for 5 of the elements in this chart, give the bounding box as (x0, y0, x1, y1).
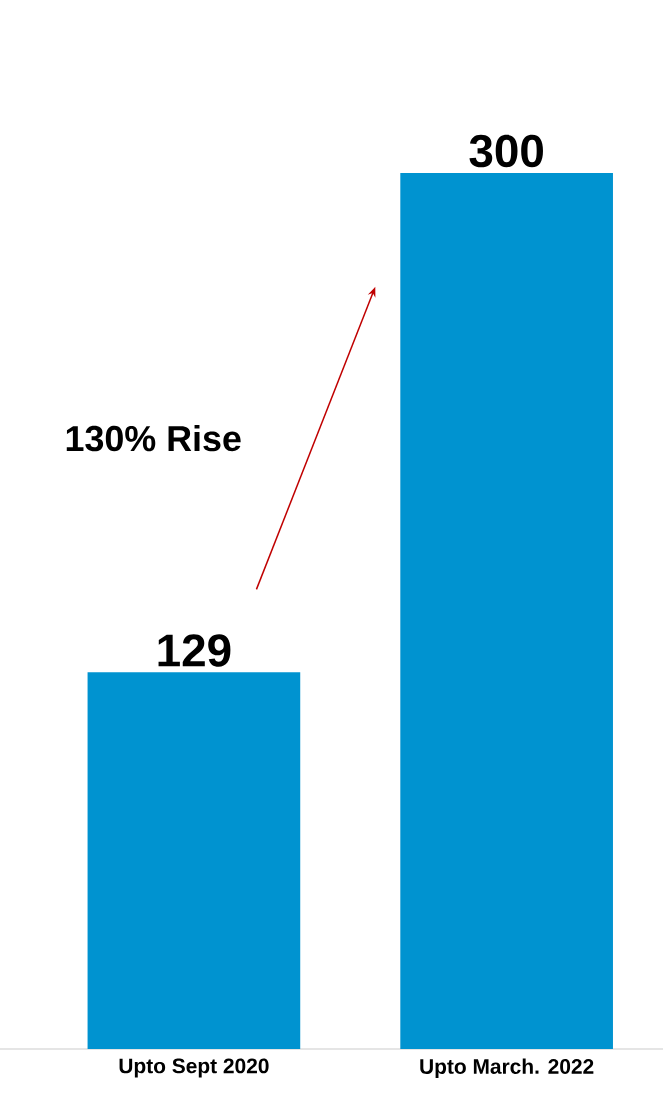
annotation: 130% Rise (66, 424, 241, 452)
x-tick-label: Upto March. 2022 (420, 1058, 594, 1079)
data-label: 300 (469, 134, 543, 168)
data-label: 129 (158, 634, 231, 667)
x-tick-label: Upto Sept 2020 (119, 1058, 269, 1078)
